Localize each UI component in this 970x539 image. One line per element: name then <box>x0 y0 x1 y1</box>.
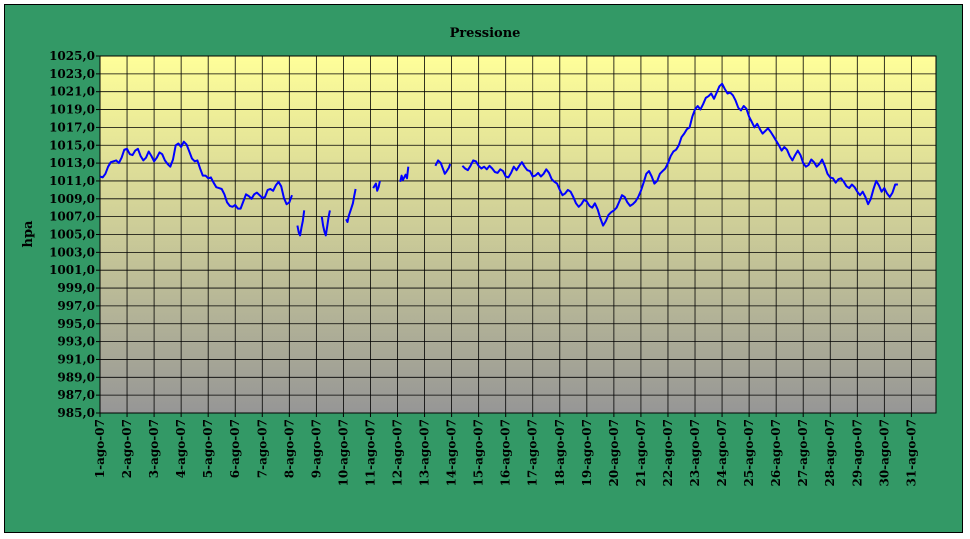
x-tick-label: 18-ago-07 <box>553 419 567 487</box>
x-tick-label: 10-ago-07 <box>336 419 350 487</box>
x-tick-label: 4-ago-07 <box>174 419 188 478</box>
x-tick-label: 31-ago-07 <box>904 419 918 487</box>
y-tick-label: 985,0 <box>57 406 95 420</box>
pressure-line-segment <box>399 166 410 183</box>
x-tick-label: 21-ago-07 <box>634 419 648 487</box>
x-tick-label: 7-ago-07 <box>255 419 269 478</box>
x-tick-label: 28-ago-07 <box>823 419 837 487</box>
pressure-line-segment <box>372 180 381 192</box>
pressure-line-segment <box>320 210 331 237</box>
y-tick-label: 1017,0 <box>49 120 95 134</box>
y-tick-label: 999,0 <box>57 281 95 295</box>
y-tick-label: 1005,0 <box>49 228 95 242</box>
y-tick-label: 987,0 <box>57 388 95 402</box>
x-tick-label: 3-ago-07 <box>147 419 161 478</box>
pressure-line-segment <box>434 159 452 175</box>
x-axis: 1-ago-07 2-ago-07 3-ago-07 4-ago-07 5-ago-07… <box>93 413 918 487</box>
x-tick-label: 11-ago-07 <box>363 419 377 487</box>
y-tick-label: 997,0 <box>57 299 95 313</box>
x-tick-label: 29-ago-07 <box>850 419 864 487</box>
x-tick-label: 22-ago-07 <box>661 419 675 487</box>
x-tick-label: 24-ago-07 <box>715 419 729 487</box>
y-tick-label: 1019,0 <box>49 103 95 117</box>
x-tick-label: 1-ago-07 <box>93 419 107 478</box>
x-tick-label: 15-ago-07 <box>472 419 486 487</box>
x-tick-label: 30-ago-07 <box>877 419 891 487</box>
y-axis: 1025,0 1023,0 1021,0 1019,0 1017,0 1015,0 1013… <box>49 49 100 420</box>
y-tick-label: 995,0 <box>57 317 95 331</box>
x-tick-label: 13-ago-07 <box>418 419 432 487</box>
y-tick-label: 1011,0 <box>49 174 95 188</box>
x-tick-label: 20-ago-07 <box>607 419 621 487</box>
y-tick-label: 993,0 <box>57 335 95 349</box>
x-tick-label: 17-ago-07 <box>526 419 540 487</box>
x-tick-label: 12-ago-07 <box>391 419 405 487</box>
x-tick-label: 8-ago-07 <box>282 419 296 478</box>
pressure-line-segment <box>461 82 898 227</box>
x-tick-label: 25-ago-07 <box>742 419 756 487</box>
x-tick-label: 27-ago-07 <box>796 419 810 487</box>
y-tick-label: 991,0 <box>57 352 95 366</box>
pressure-line-segment <box>296 210 306 237</box>
x-tick-label: 19-ago-07 <box>580 419 594 487</box>
gridlines <box>100 56 936 413</box>
x-tick-label: 26-ago-07 <box>769 419 783 487</box>
pressure-series <box>99 82 898 237</box>
y-tick-label: 1021,0 <box>49 85 95 99</box>
y-tick-label: 1001,0 <box>49 263 95 277</box>
y-tick-label: 1009,0 <box>49 192 95 206</box>
y-tick-label: 1025,0 <box>49 49 95 63</box>
x-tick-label: 16-ago-07 <box>499 419 513 487</box>
y-tick-label: 1013,0 <box>49 156 95 170</box>
y-tick-label: 1007,0 <box>49 210 95 224</box>
x-tick-label: 2-ago-07 <box>120 419 134 478</box>
y-tick-label: 1023,0 <box>49 67 95 81</box>
x-tick-label: 9-ago-07 <box>309 419 323 478</box>
x-tick-label: 14-ago-07 <box>445 419 459 487</box>
pressure-line-segment <box>99 140 293 210</box>
x-tick-label: 5-ago-07 <box>201 419 215 478</box>
pressure-line-segment <box>345 188 357 223</box>
y-tick-label: 1015,0 <box>49 138 95 152</box>
x-tick-label: 23-ago-07 <box>688 419 702 487</box>
x-tick-label: 6-ago-07 <box>228 419 242 478</box>
y-tick-label: 1003,0 <box>49 245 95 259</box>
y-tick-label: 989,0 <box>57 370 95 384</box>
chart-title: Pressione <box>450 26 521 41</box>
y-axis-label: hpa <box>21 220 36 248</box>
